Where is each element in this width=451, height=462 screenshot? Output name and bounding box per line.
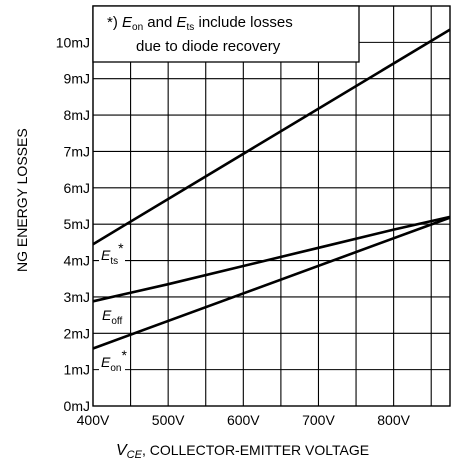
grid bbox=[92, 6, 450, 407]
curve-label-eon: Eon* bbox=[99, 347, 127, 374]
y-tick-label: 0mJ bbox=[64, 398, 90, 414]
plot-border bbox=[92, 5, 451, 407]
y-axis-title: NG ENERGY LOSSES bbox=[14, 128, 30, 272]
x-tick-labels: 400V 500V 600V 700V 800V bbox=[77, 412, 411, 428]
curve-label-bg bbox=[100, 305, 128, 327]
y-tick-labels: 0mJ 1mJ 2mJ 3mJ 4mJ 5mJ 6mJ 7mJ 8mJ 9mJ 10mJ bbox=[56, 34, 90, 414]
curve-label-eoff: Eoff bbox=[100, 305, 128, 327]
y-tick-label: 6mJ bbox=[64, 180, 90, 196]
annotation-line-1: *) Eon and Ets include losses bbox=[107, 14, 293, 33]
curve-label-bg bbox=[99, 245, 125, 267]
plot-frame bbox=[92, 5, 451, 407]
curve-label-ets: Ets* bbox=[99, 240, 125, 267]
series-lines bbox=[92, 28, 451, 350]
y-tick-label: 10mJ bbox=[56, 34, 90, 50]
annotation-line-2: due to diode recovery bbox=[136, 38, 281, 55]
y-tick-label: 7mJ bbox=[64, 143, 90, 159]
x-tick-label: 800V bbox=[377, 412, 410, 428]
y-tick-label: 9mJ bbox=[64, 71, 90, 87]
x-tick-label: 500V bbox=[152, 412, 185, 428]
curve-label-text: Eoff bbox=[102, 307, 123, 327]
y-tick-label: 4mJ bbox=[64, 253, 90, 269]
y-tick-label: 5mJ bbox=[64, 216, 90, 232]
curve-labels: Ets* Eoff Eon* bbox=[99, 240, 128, 374]
y-tick-label: 3mJ bbox=[64, 289, 90, 305]
curve-label-bg bbox=[99, 352, 125, 374]
series-line-ets bbox=[92, 28, 451, 246]
x-tick-label: 600V bbox=[227, 412, 260, 428]
annotation-box bbox=[92, 5, 360, 63]
y-tick-label: 8mJ bbox=[64, 107, 90, 123]
curve-label-text: Eon* bbox=[101, 347, 127, 374]
x-tick-label: 400V bbox=[77, 412, 110, 428]
x-tick-label: 700V bbox=[302, 412, 335, 428]
y-tick-label: 1mJ bbox=[64, 362, 90, 378]
curve-label-text: Ets* bbox=[101, 240, 124, 267]
series-line-eoff bbox=[92, 215, 451, 303]
x-axis-title: VCE, COLLECTOR-EMITTER VOLTAGE bbox=[116, 442, 369, 461]
y-tick-label: 2mJ bbox=[64, 325, 90, 341]
series-line-eon bbox=[92, 216, 451, 350]
